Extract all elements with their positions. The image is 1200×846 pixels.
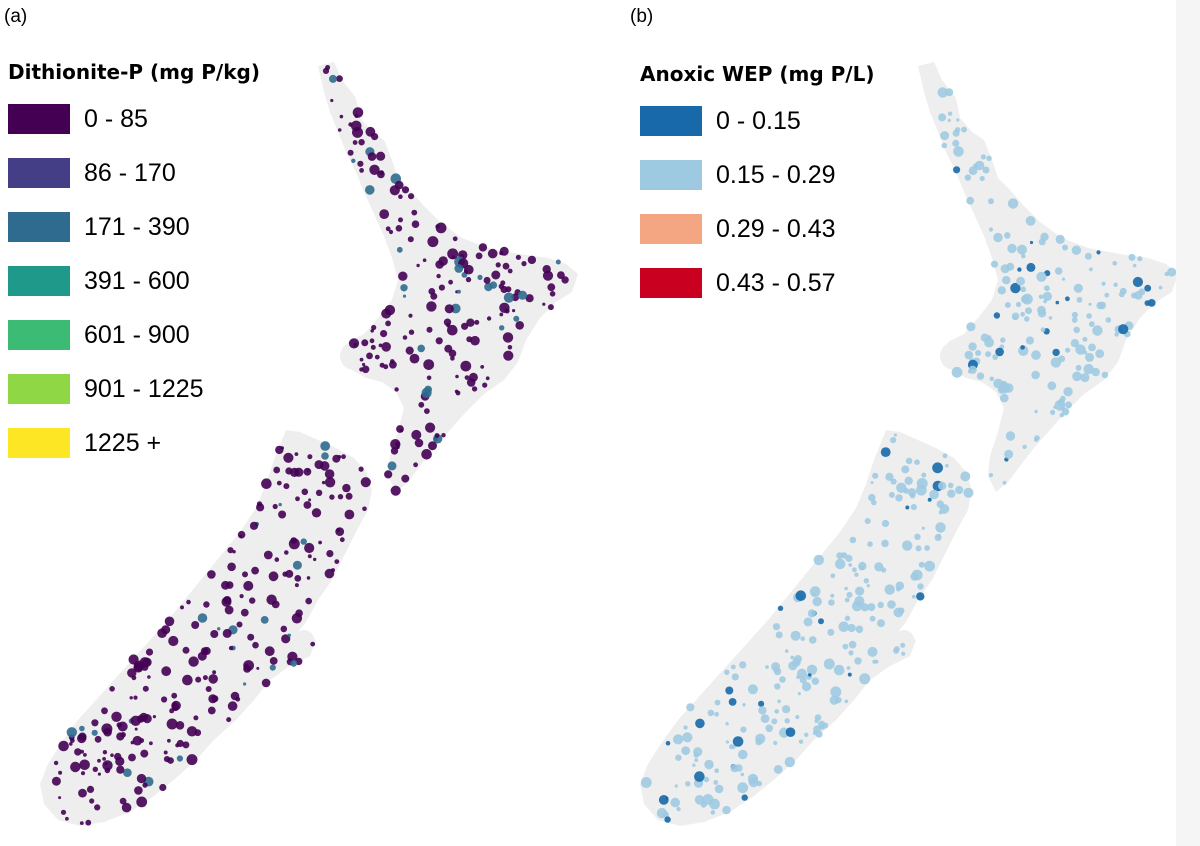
legend-swatch bbox=[8, 320, 70, 350]
north-island bbox=[318, 62, 578, 492]
legend-item: 0.43 - 0.57 bbox=[640, 256, 874, 310]
legend-title: Anoxic WEP (mg P/L) bbox=[640, 62, 875, 86]
legend-swatch bbox=[8, 374, 70, 404]
legend-swatch bbox=[640, 268, 702, 298]
south-island bbox=[640, 430, 972, 826]
south-island bbox=[40, 430, 372, 826]
legend-item: 86 - 170 bbox=[8, 146, 260, 200]
legend-label: 901 - 1225 bbox=[84, 374, 204, 403]
legend-swatch bbox=[8, 104, 70, 134]
legend-item: 0.15 - 0.29 bbox=[640, 148, 874, 202]
legend-item: 901 - 1225 bbox=[8, 362, 260, 416]
map-panel-b: (b) Anoxic WEP (mg P/L) 0 - 0.15 0.15 - 0… bbox=[600, 0, 1200, 846]
legend-item: 1225 + bbox=[8, 416, 260, 470]
legend-item: 0 - 85 bbox=[8, 92, 260, 146]
legend-swatch bbox=[640, 214, 702, 244]
legend-label: 0.43 - 0.57 bbox=[716, 268, 836, 297]
legend-item: 601 - 900 bbox=[8, 308, 260, 362]
legend-label: 391 - 600 bbox=[84, 266, 190, 295]
legend-anoxic-wep: Anoxic WEP (mg P/L) 0 - 0.15 0.15 - 0.29 0… bbox=[640, 62, 874, 310]
map-new-zealand-dithionite bbox=[40, 62, 578, 826]
panel-label-a: (a) bbox=[4, 6, 28, 27]
legend-label: 601 - 900 bbox=[84, 320, 190, 349]
legend-swatch bbox=[8, 212, 70, 242]
legend-swatch bbox=[8, 266, 70, 296]
map-panel-a: (a) Dithionite-P (mg P/kg) 0 - 85 86 - 17… bbox=[4, 6, 578, 826]
legend-items: 0 - 85 86 - 170 171 - 390 391 - 600 601 - 90… bbox=[8, 92, 260, 470]
legend-swatch bbox=[8, 158, 70, 188]
legend-label: 0 - 0.15 bbox=[716, 106, 801, 135]
legend-item: 391 - 600 bbox=[8, 254, 260, 308]
legend-label: 1225 + bbox=[84, 428, 162, 457]
legend-dithionite: Dithionite-P (mg P/kg) 0 - 85 86 - 170 171… bbox=[8, 60, 260, 470]
north-island bbox=[918, 62, 1178, 492]
legend-swatch bbox=[8, 428, 70, 458]
legend-label: 0.15 - 0.29 bbox=[716, 160, 836, 189]
legend-label: 0 - 85 bbox=[84, 104, 148, 133]
legend-item: 0.29 - 0.43 bbox=[640, 202, 874, 256]
data-patches bbox=[640, 87, 1177, 823]
legend-label: 171 - 390 bbox=[84, 212, 190, 241]
legend-items: 0 - 0.15 0.15 - 0.29 0.29 - 0.43 0.43 - 0.5… bbox=[640, 94, 874, 310]
page-edge-strip bbox=[1176, 0, 1200, 846]
legend-label: 0.29 - 0.43 bbox=[716, 214, 836, 243]
legend-title: Dithionite-P (mg P/kg) bbox=[8, 60, 260, 84]
data-patches bbox=[51, 65, 569, 826]
legend-label: 86 - 170 bbox=[84, 158, 176, 187]
map-new-zealand-wep bbox=[640, 62, 1178, 826]
legend-item: 0 - 0.15 bbox=[640, 94, 874, 148]
legend-item: 171 - 390 bbox=[8, 200, 260, 254]
legend-swatch bbox=[640, 106, 702, 136]
panel-label-b: (b) bbox=[630, 6, 654, 27]
legend-swatch bbox=[640, 160, 702, 190]
